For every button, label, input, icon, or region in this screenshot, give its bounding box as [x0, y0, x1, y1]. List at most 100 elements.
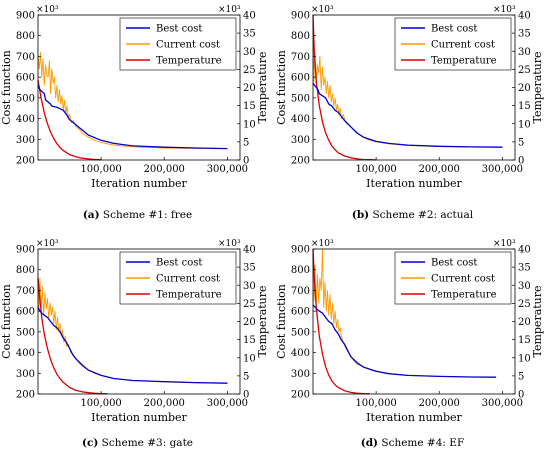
y-tick-label: 500	[16, 93, 35, 104]
chart-panel-c: 200 300 400 500 600 700 800 900 0 5 10 15 20 25 30 35 40…	[0, 239, 269, 424]
legend-label: Temperature	[156, 290, 222, 301]
series-line-temperature	[37, 277, 108, 395]
y2-tick-label: 0	[518, 390, 524, 401]
y-tick-label: 200	[16, 156, 35, 167]
caption-a: (a) Scheme #1: free	[0, 209, 275, 221]
y-tick-label: 600	[291, 73, 310, 84]
series-line-temperature	[37, 80, 102, 161]
chart-panel-d: 200 300 400 500 600 700 800 900 0 5 10 15 20 25 30 35 40…	[275, 239, 544, 424]
x-tick-label: 300,000	[207, 164, 248, 175]
y2-exponent: ×10³	[493, 5, 516, 15]
legend-label: Current cost	[156, 274, 220, 285]
y2-tick-label: 35	[518, 263, 531, 274]
y2-tick-label: 15	[243, 101, 256, 112]
series-line-best-cost	[37, 306, 228, 384]
y-tick-label: 700	[291, 52, 310, 63]
caption-d: (d) Scheme #4: EF	[275, 437, 550, 449]
y-tick-label: 700	[291, 286, 310, 297]
x-tick-label: 300,000	[207, 398, 248, 409]
y2-tick-label: 40	[518, 11, 531, 22]
x-tick-label: 100,000	[355, 398, 396, 409]
y2-tick-label: 0	[243, 156, 249, 167]
x-axis-label: Iteration number	[366, 411, 462, 424]
x-tick-label: 200,000	[144, 164, 185, 175]
y2-tick-label: 10	[518, 119, 531, 130]
y2-axis-label: Temperature	[256, 51, 269, 123]
y2-tick-label: 35	[243, 263, 256, 274]
caption-b: (b) Scheme #2: actual	[275, 209, 550, 221]
y2-tick-label: 10	[243, 119, 256, 130]
x-tick-label: 200,000	[419, 398, 460, 409]
y2-tick-label: 15	[518, 335, 531, 346]
y-tick-label: 900	[291, 11, 310, 22]
y2-tick-label: 30	[243, 281, 256, 292]
series-line-current-cost	[312, 14, 503, 148]
y-tick-label: 300	[16, 369, 35, 380]
y2-tick-label: 10	[243, 353, 256, 364]
y2-tick-label: 40	[518, 245, 531, 256]
y2-exponent: ×10³	[218, 239, 241, 249]
y-tick-label: 600	[16, 73, 35, 84]
caption-c: (c) Scheme #3: gate	[0, 437, 275, 449]
y2-tick-label: 35	[243, 29, 256, 40]
y2-tick-label: 20	[518, 83, 531, 94]
y-tick-label: 800	[16, 31, 35, 42]
x-tick-label: 100,000	[355, 164, 396, 175]
y2-tick-label: 25	[243, 299, 256, 310]
legend-label: Temperature	[431, 290, 497, 301]
caption-text: Scheme #2: actual	[372, 209, 474, 221]
series-line-temperature	[312, 14, 377, 161]
y-tick-label: 900	[16, 245, 35, 256]
y2-tick-label: 20	[518, 317, 531, 328]
y-exponent: ×10³	[36, 5, 59, 15]
y2-tick-label: 5	[243, 371, 249, 382]
y-tick-label: 700	[16, 52, 35, 63]
y2-tick-label: 40	[243, 245, 256, 256]
y2-exponent: ×10³	[218, 5, 241, 15]
y2-tick-label: 0	[243, 390, 249, 401]
x-tick-label: 100,000	[80, 398, 121, 409]
y-tick-label: 300	[16, 135, 35, 146]
x-tick-label: 200,000	[144, 398, 185, 409]
legend-label: Temperature	[156, 56, 222, 67]
y-tick-label: 800	[16, 265, 35, 276]
caption-letter: (d)	[360, 437, 379, 449]
series-line-best-cost	[312, 82, 503, 148]
y-tick-label: 400	[16, 348, 35, 359]
y-exponent: ×10³	[311, 5, 334, 15]
y-tick-label: 200	[16, 390, 35, 401]
y-tick-label: 900	[16, 11, 35, 22]
y2-axis-label: Temperature	[256, 285, 269, 357]
chart-panel-b: 200 300 400 500 600 700 800 900 0 5 10 15 20 25 30 35 40…	[275, 5, 544, 190]
y-exponent: ×10³	[36, 239, 59, 249]
y-axis-label: Cost function	[275, 284, 288, 359]
y2-tick-label: 20	[243, 317, 256, 328]
y2-exponent: ×10³	[493, 239, 516, 249]
caption-text: Scheme #1: free	[102, 209, 193, 221]
legend-label: Best cost	[156, 24, 202, 35]
legend-label: Best cost	[431, 24, 477, 35]
series-line-temperature	[312, 248, 370, 395]
y-tick-label: 300	[291, 369, 310, 380]
legend-label: Current cost	[156, 40, 220, 51]
y2-tick-label: 5	[243, 137, 249, 148]
legend-label: Temperature	[431, 56, 497, 67]
y2-tick-label: 15	[518, 101, 531, 112]
y2-tick-label: 25	[518, 299, 531, 310]
y-tick-label: 200	[291, 156, 310, 167]
caption-text: Scheme #3: gate	[101, 437, 193, 449]
y-tick-label: 800	[291, 31, 310, 42]
y-tick-label: 500	[291, 327, 310, 338]
y-tick-label: 500	[16, 327, 35, 338]
y-tick-label: 300	[291, 135, 310, 146]
y2-tick-label: 40	[243, 11, 256, 22]
caption-letter: (c)	[81, 437, 99, 449]
y-tick-label: 400	[291, 348, 310, 359]
series-line-best-cost	[37, 85, 228, 150]
y-tick-label: 500	[291, 93, 310, 104]
y-axis-label: Cost function	[275, 50, 288, 125]
y-tick-label: 700	[16, 286, 35, 297]
y-tick-label: 900	[291, 245, 310, 256]
y2-tick-label: 30	[518, 281, 531, 292]
y2-tick-label: 5	[518, 371, 524, 382]
